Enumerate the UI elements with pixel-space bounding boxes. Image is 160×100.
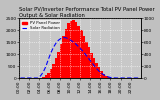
Bar [77,26,80,78]
Bar [65,29,67,78]
Bar [100,71,103,78]
Bar [72,20,75,78]
Bar [42,77,44,78]
Bar [57,52,60,78]
Bar [108,77,110,78]
Bar [98,67,100,78]
Bar [62,36,65,78]
Legend: PV Panel Power, Solar Radiation: PV Panel Power, Solar Radiation [21,20,61,31]
Text: Solar PV/Inverter Performance Total PV Panel Power Output & Solar Radiation: Solar PV/Inverter Performance Total PV P… [19,7,155,18]
Bar [44,75,47,78]
Bar [95,63,98,78]
Bar [70,21,72,78]
Bar [50,69,52,78]
Bar [75,22,77,78]
Bar [52,64,55,78]
Bar [103,74,105,78]
Bar [47,73,50,78]
Bar [88,47,90,78]
Bar [80,30,83,78]
Bar [105,76,108,78]
Bar [85,42,88,78]
Bar [60,44,62,78]
Bar [55,58,57,78]
Bar [67,23,70,78]
Bar [90,53,93,78]
Bar [93,58,95,78]
Bar [83,36,85,78]
